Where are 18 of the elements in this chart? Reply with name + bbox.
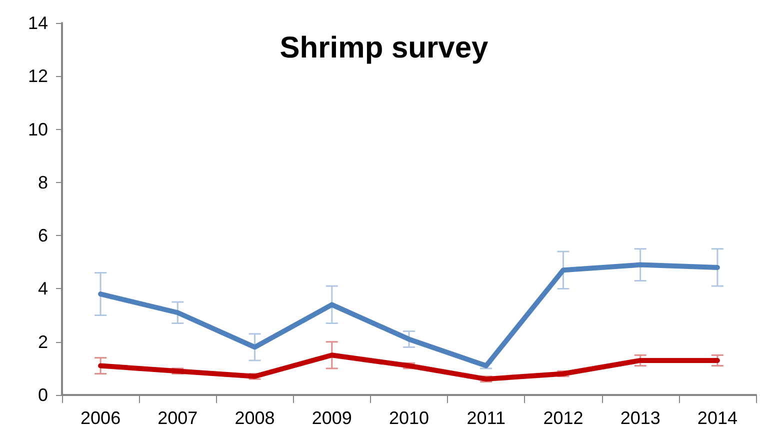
y-tick-label: 0 (38, 385, 48, 405)
x-tick-label: 2010 (388, 408, 430, 428)
y-tick-label: 12 (28, 66, 48, 86)
x-tick-label: 2013 (620, 408, 660, 428)
x-tick-label: 2012 (543, 408, 584, 428)
chart-title: Shrimp survey (280, 32, 489, 64)
y-tick-label: 8 (38, 172, 48, 192)
y-tick-label: 4 (38, 278, 48, 299)
x-tick-label: 2014 (697, 408, 738, 428)
y-tick-label: 10 (28, 119, 48, 140)
x-tick-label: 2009 (312, 408, 352, 428)
y-tick-label: 14 (28, 13, 48, 33)
y-tick-label: 2 (38, 332, 48, 352)
x-tick-label: 2011 (466, 408, 506, 428)
x-tick-label: 2006 (80, 408, 121, 428)
x-tick-label: 2007 (158, 408, 198, 428)
y-tick-label: 6 (38, 226, 48, 246)
x-tick-label: 2008 (234, 408, 275, 428)
